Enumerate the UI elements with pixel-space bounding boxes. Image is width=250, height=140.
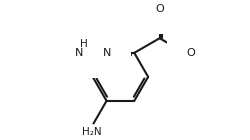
Text: O: O bbox=[155, 4, 164, 14]
Text: H₂N: H₂N bbox=[82, 127, 102, 137]
Text: O: O bbox=[186, 48, 195, 58]
Text: N: N bbox=[75, 48, 83, 58]
Text: N: N bbox=[102, 48, 111, 58]
Text: H: H bbox=[80, 39, 87, 49]
